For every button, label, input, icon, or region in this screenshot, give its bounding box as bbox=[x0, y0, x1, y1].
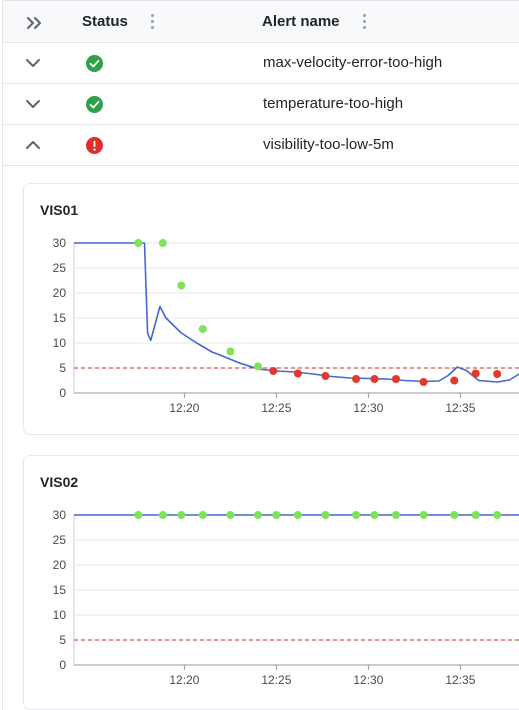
y-tick-label: 30 bbox=[53, 508, 67, 522]
x-tick-label: 12:25 bbox=[261, 673, 291, 687]
alert-point bbox=[493, 370, 502, 378]
y-tick-label: 0 bbox=[59, 658, 66, 672]
table-row[interactable]: visibility-too-low-5m bbox=[2, 125, 519, 166]
y-tick-label: 15 bbox=[53, 583, 67, 597]
status-ok-icon bbox=[86, 96, 103, 113]
y-tick-label: 5 bbox=[59, 633, 66, 647]
chevron-up-icon[interactable] bbox=[23, 137, 43, 153]
alert-name: visibility-too-low-5m bbox=[263, 136, 394, 153]
vis01-chart: 0 5 10 15 20 25 30 12:20 12:25 12:30 12:35 bbox=[53, 236, 519, 415]
alert-point bbox=[392, 375, 400, 383]
status-column-menu-icon[interactable] bbox=[151, 14, 155, 32]
ok-point bbox=[471, 511, 480, 519]
status-error-icon bbox=[86, 137, 103, 154]
ok-point bbox=[293, 511, 302, 519]
y-tick-label: 0 bbox=[59, 386, 66, 400]
x-tick-label: 12:30 bbox=[353, 673, 383, 687]
alert-point bbox=[269, 367, 278, 375]
y-tick-label: 20 bbox=[53, 286, 67, 300]
ok-point bbox=[134, 511, 143, 519]
alert-point bbox=[370, 375, 379, 383]
y-tick-label: 20 bbox=[53, 558, 67, 572]
ok-point bbox=[352, 511, 361, 519]
table-header: Status Alert name bbox=[2, 0, 519, 43]
ok-point bbox=[493, 511, 502, 519]
alert-point bbox=[419, 378, 428, 386]
x-tick-label: 12:30 bbox=[353, 401, 383, 415]
ok-point bbox=[419, 511, 428, 519]
y-tick-label: 10 bbox=[53, 336, 67, 350]
y-tick-label: 5 bbox=[59, 361, 66, 375]
x-tick-label: 12:20 bbox=[169, 673, 199, 687]
x-tick-label: 12:35 bbox=[445, 401, 475, 415]
ok-point bbox=[272, 511, 281, 519]
x-tick-label: 12:20 bbox=[169, 401, 199, 415]
chart-card-vis01: VIS01 0 5 10 15 20 25 30 12:20 12:25 12:30 12:35 bbox=[23, 183, 519, 435]
column-header-status[interactable]: Status bbox=[82, 13, 128, 30]
y-tick-label: 30 bbox=[53, 236, 67, 250]
ok-point bbox=[254, 511, 262, 519]
alert-point bbox=[352, 375, 361, 383]
ok-point bbox=[177, 511, 186, 519]
y-tick-label: 10 bbox=[53, 608, 67, 622]
expand-all-icon[interactable] bbox=[25, 13, 45, 33]
alert-point bbox=[450, 376, 459, 385]
y-tick-label: 25 bbox=[53, 261, 67, 275]
alert-point bbox=[293, 369, 302, 378]
ok-point bbox=[226, 511, 235, 519]
chart-title: VIS01 bbox=[40, 202, 79, 218]
ok-point bbox=[392, 511, 400, 519]
ok-point bbox=[254, 362, 262, 371]
ok-point bbox=[198, 511, 207, 519]
alert-point bbox=[321, 372, 330, 380]
alert-point bbox=[471, 369, 480, 378]
chart-card-vis02: VIS02 0 5 10 15 20 25 30 12:20 12:25 12:30 12:35 bbox=[23, 455, 519, 710]
chevron-down-icon[interactable] bbox=[23, 96, 43, 112]
chart-title: VIS02 bbox=[40, 474, 79, 490]
ok-point bbox=[370, 511, 379, 519]
alert-details-panel: VIS01 0 5 10 15 20 25 30 12:20 12:25 12:30 12:35 V… bbox=[2, 166, 519, 710]
chevron-down-icon[interactable] bbox=[23, 55, 43, 71]
ok-point bbox=[450, 511, 459, 519]
y-tick-label: 25 bbox=[53, 533, 67, 547]
alert-name: temperature-too-high bbox=[263, 95, 404, 112]
x-tick-label: 12:25 bbox=[261, 401, 291, 415]
alert-name: max-velocity-error-too-high bbox=[263, 54, 443, 71]
table-row[interactable]: temperature-too-high bbox=[2, 84, 519, 125]
series-line bbox=[74, 242, 519, 383]
table-row[interactable]: max-velocity-error-too-high bbox=[2, 43, 519, 84]
ok-point bbox=[226, 347, 235, 356]
ok-point bbox=[158, 239, 167, 247]
ok-point bbox=[158, 511, 167, 519]
vis02-chart: 0 5 10 15 20 25 30 12:20 12:25 12:30 12:35 bbox=[53, 508, 519, 687]
y-tick-label: 15 bbox=[53, 311, 67, 325]
ok-point bbox=[177, 281, 186, 290]
ok-point bbox=[134, 239, 143, 247]
ok-point bbox=[198, 325, 207, 333]
x-tick-label: 12:35 bbox=[445, 673, 475, 687]
status-ok-icon bbox=[86, 55, 103, 72]
column-header-alert-name[interactable]: Alert name bbox=[262, 13, 340, 30]
alert-name-column-menu-icon[interactable] bbox=[363, 14, 367, 32]
ok-point bbox=[321, 511, 330, 519]
